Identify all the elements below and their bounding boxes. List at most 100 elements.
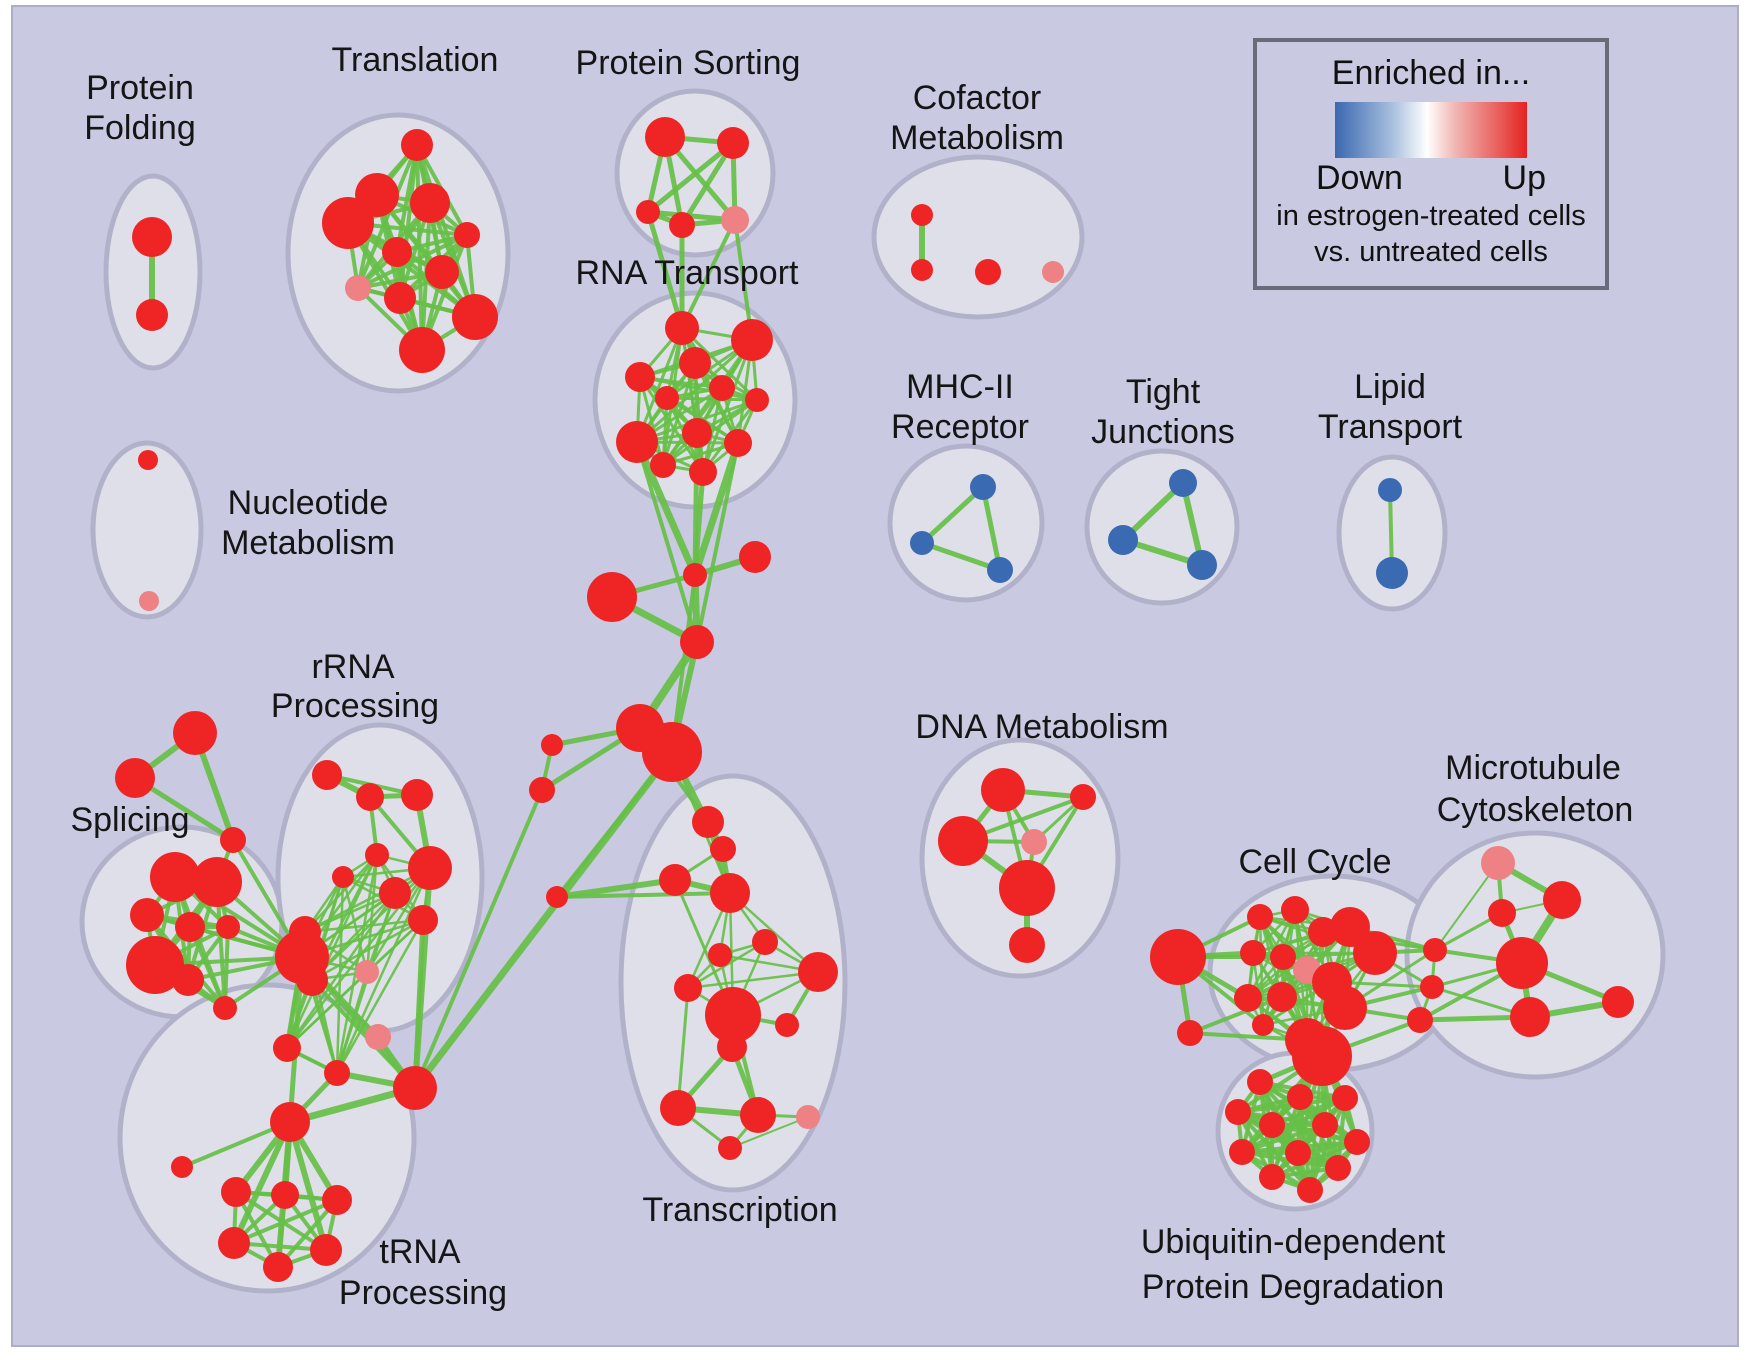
edge-PS5-RT1 bbox=[680, 218, 737, 330]
cluster-label-cell-cycle: Cell Cycle bbox=[1238, 843, 1391, 881]
node-T3 bbox=[410, 183, 450, 223]
edge-TP3-TP4 bbox=[232, 1198, 339, 1245]
edge-R6-R9 bbox=[303, 866, 432, 934]
node-TP4 bbox=[218, 1227, 250, 1259]
node-H2b bbox=[642, 722, 702, 782]
node-CC12 bbox=[1252, 1014, 1274, 1036]
node-D1 bbox=[981, 768, 1025, 812]
node-R8 bbox=[408, 905, 438, 935]
cluster-label-lipid-transport-line2: Transport bbox=[1318, 408, 1463, 446]
node-CC5 bbox=[1353, 931, 1397, 975]
legend-gradient-bar bbox=[1335, 102, 1527, 158]
cluster-label-ubiquitin-degradation-line2: Protein Degradation bbox=[1142, 1268, 1444, 1306]
node-S5 bbox=[216, 915, 240, 939]
node-TP3 bbox=[322, 1185, 352, 1215]
node-RT8 bbox=[616, 421, 658, 463]
node-PS2 bbox=[717, 127, 749, 159]
edge-X14-X15 bbox=[729, 1116, 809, 1149]
edge-R4-R9 bbox=[303, 853, 379, 934]
node-TP1 bbox=[221, 1177, 251, 1207]
node-CC13 bbox=[1323, 986, 1367, 1030]
node-MT5 bbox=[1510, 997, 1550, 1037]
node-X8 bbox=[674, 974, 702, 1002]
cluster-label-protein-sorting: Protein Sorting bbox=[576, 44, 801, 82]
legend-subtitle-line1: in estrogen-treated cells bbox=[1276, 200, 1586, 232]
node-TR2 bbox=[115, 758, 155, 798]
cluster-label-translation: Translation bbox=[332, 41, 499, 79]
edge-RT6-RT7 bbox=[665, 396, 759, 402]
edge-M1-M2 bbox=[919, 484, 986, 546]
edge-U5-U7 bbox=[1240, 1123, 1327, 1154]
node-X13 bbox=[740, 1097, 776, 1133]
node-RT6 bbox=[655, 386, 679, 410]
node-CC6 bbox=[1240, 940, 1266, 966]
node-T10 bbox=[452, 294, 498, 340]
node-CM2 bbox=[911, 259, 933, 281]
cluster-label-protein-folding-line2: Folding bbox=[84, 109, 196, 147]
cluster-label-cofactor-metabolism-line1: Cofactor bbox=[913, 79, 1042, 117]
edge-T1-T8 bbox=[356, 143, 419, 290]
node-CN2 bbox=[1420, 975, 1444, 999]
node-U1 bbox=[1247, 1069, 1273, 1095]
cluster-label-rrna-processing-line2: Processing bbox=[271, 687, 439, 725]
edge-CL-X4 bbox=[555, 891, 732, 899]
node-T5 bbox=[454, 222, 480, 248]
edge-CL-H2b bbox=[555, 750, 674, 899]
edge-TPh-TP5 bbox=[287, 1119, 329, 1253]
cluster-label-trna-processing-line2: Processing bbox=[339, 1274, 507, 1312]
node-TJ1 bbox=[1169, 469, 1197, 497]
node-TP5 bbox=[310, 1234, 342, 1266]
node-RT1 bbox=[665, 311, 699, 345]
node-MT3 bbox=[1488, 899, 1516, 927]
node-R1 bbox=[312, 760, 342, 790]
legend-subtitle-line2: vs. untreated cells bbox=[1314, 236, 1548, 268]
edge-R7-R14 bbox=[285, 891, 397, 1050]
node-LT2 bbox=[1376, 557, 1408, 589]
node-R3 bbox=[401, 779, 433, 811]
node-RT5 bbox=[709, 375, 735, 401]
node-R14 bbox=[273, 1034, 301, 1062]
node-LT1 bbox=[1378, 478, 1402, 502]
node-MT4 bbox=[1496, 937, 1548, 989]
edge-M1-M3 bbox=[980, 484, 1003, 573]
node-CC2 bbox=[1281, 896, 1309, 924]
node-X7 bbox=[798, 952, 838, 992]
node-D2 bbox=[1070, 784, 1096, 810]
node-S2 bbox=[192, 857, 242, 907]
node-U2 bbox=[1287, 1084, 1313, 1110]
cluster-label-splicing: Splicing bbox=[70, 801, 189, 839]
node-RT2 bbox=[731, 319, 773, 361]
node-X5 bbox=[752, 929, 778, 955]
edge-U9-U10 bbox=[1270, 1140, 1359, 1179]
cluster-label-mhc-ii-receptor-line2: Receptor bbox=[891, 408, 1029, 446]
edge-CCbl-CC11 bbox=[1188, 995, 1284, 1035]
node-TP2 bbox=[271, 1181, 299, 1209]
edge-R6-R12 bbox=[335, 866, 432, 1075]
node-U12 bbox=[1297, 1177, 1323, 1203]
edge-RT4-RT7 bbox=[638, 375, 759, 402]
cluster-label-tight-junctions-line2: Junctions bbox=[1091, 413, 1235, 451]
node-R6 bbox=[408, 846, 452, 890]
legend-title: Enriched in... bbox=[1331, 54, 1531, 92]
node-CM4 bbox=[1042, 261, 1064, 283]
cluster-label-rrna-processing-line1: rRNA bbox=[311, 648, 394, 686]
node-X3 bbox=[659, 864, 691, 896]
legend-up-label: Up bbox=[1502, 159, 1546, 197]
node-CCbl bbox=[1177, 1020, 1203, 1046]
node-R2 bbox=[356, 783, 384, 811]
edge-TPh-TP4 bbox=[231, 1119, 293, 1246]
node-CM1 bbox=[911, 204, 933, 226]
node-T4 bbox=[322, 197, 374, 249]
cluster-ellipse-tight-junctions bbox=[1084, 448, 1240, 606]
node-PS5 bbox=[721, 206, 749, 234]
node-T6 bbox=[382, 237, 412, 267]
node-CB bbox=[587, 572, 637, 622]
node-PS1 bbox=[645, 117, 685, 157]
node-CN1 bbox=[1423, 938, 1447, 962]
node-X4 bbox=[710, 873, 750, 913]
node-MT6 bbox=[1602, 986, 1634, 1018]
node-RT4 bbox=[625, 362, 655, 392]
edge-R7-R9 bbox=[303, 891, 397, 934]
